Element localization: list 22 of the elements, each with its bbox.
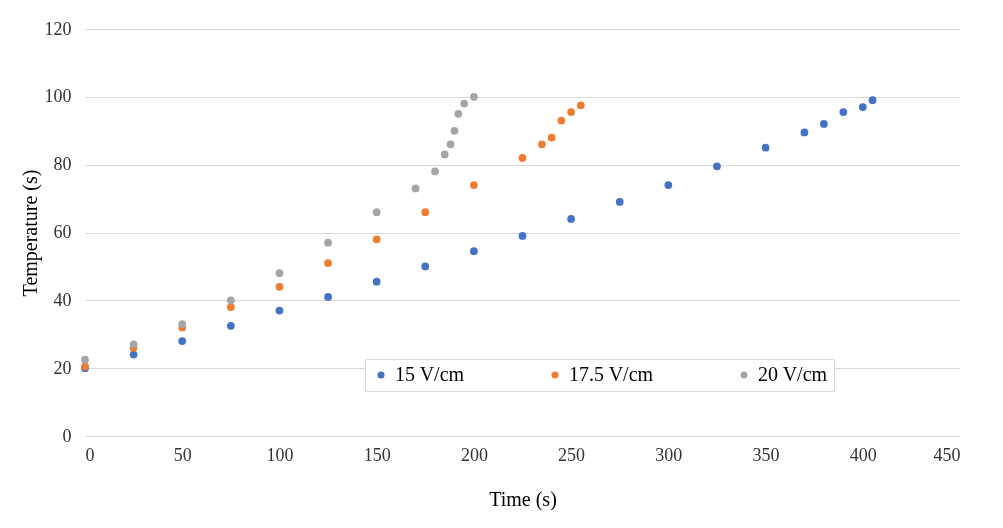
- y-tick-label: 60: [53, 222, 72, 242]
- y-tick-label: 100: [44, 86, 72, 107]
- y-tick-label: 0: [62, 425, 72, 446]
- legend-label: 17.5 V/cm: [569, 363, 654, 385]
- x-tick-label: 450: [933, 444, 961, 465]
- x-tick-label: 50: [173, 444, 192, 465]
- x-tick-label: 250: [558, 444, 586, 465]
- y-tick-label: 80: [53, 154, 72, 175]
- legend-label: 15 V/cm: [395, 363, 465, 385]
- x-tick-label: 350: [752, 444, 780, 465]
- y-axis-title: Temperature (s): [18, 169, 42, 297]
- x-axis-title: Time (s): [489, 487, 557, 511]
- y-tick-label: 40: [53, 289, 72, 310]
- x-tick-label: 400: [849, 444, 877, 465]
- x-tick-label: 100: [266, 444, 294, 465]
- x-tick-label: 0: [85, 444, 95, 465]
- x-tick-label: 150: [363, 444, 391, 465]
- y-tick-label: 120: [44, 18, 72, 39]
- y-tick-label: 20: [53, 357, 72, 378]
- legend-label: 20 V/cm: [758, 363, 828, 385]
- x-tick-label: 200: [460, 444, 488, 465]
- x-tick-label: 300: [655, 444, 683, 465]
